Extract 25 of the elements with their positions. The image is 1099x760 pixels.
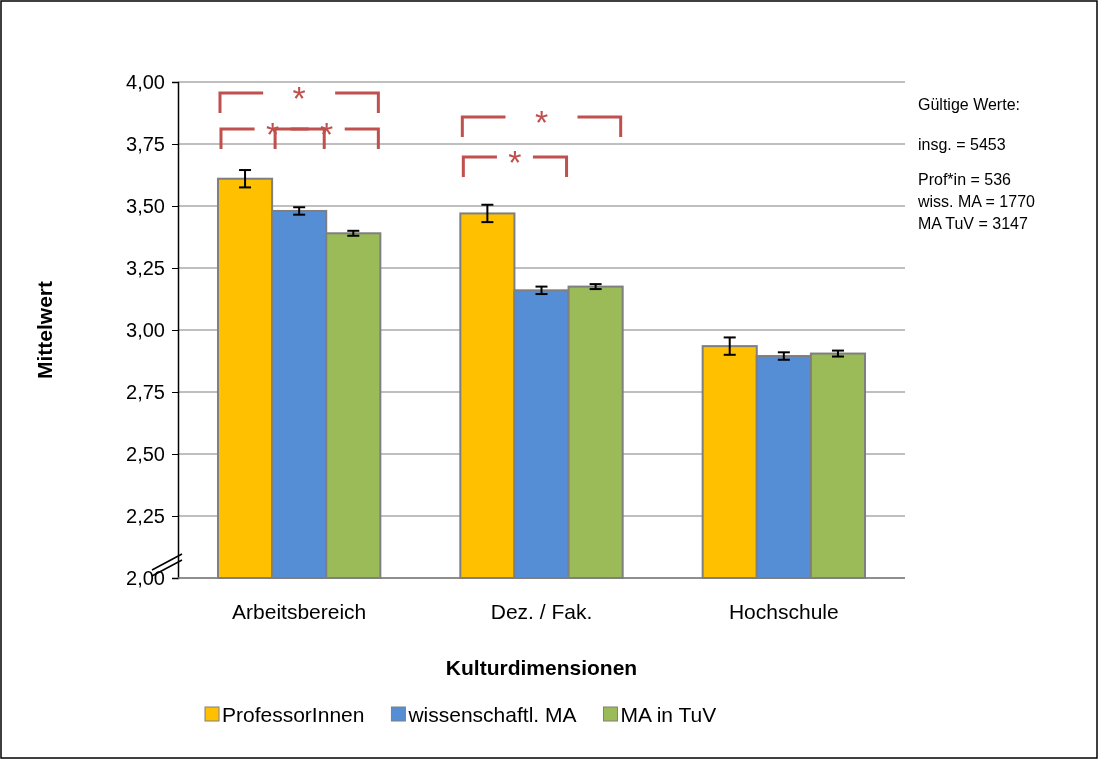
x-axis-title: Kulturdimensionen xyxy=(445,656,638,679)
y-axis-title: Mittelwert xyxy=(33,280,56,380)
annotation: * xyxy=(508,143,522,181)
y-tick-label: 3,00 xyxy=(126,318,165,341)
y-tick-label: 3,25 xyxy=(126,256,165,279)
y-tick-label: 2,75 xyxy=(126,380,165,403)
x-tick-label: Dez. / Fak. xyxy=(490,600,593,623)
y-tick-label: 4,00 xyxy=(126,70,165,93)
legend-label: wissenschaftl. MA xyxy=(407,703,577,726)
text: MA TuV = 3147 xyxy=(918,215,1028,232)
y-tick-label: 2,00 xyxy=(126,566,165,589)
text: wiss. MA = 1770 xyxy=(917,193,1036,210)
y-tick-label: 3,50 xyxy=(126,194,165,217)
text: Prof*in = 536 xyxy=(918,171,1012,188)
legend-label: MA in TuV xyxy=(620,703,717,726)
text: Gültige Werte: xyxy=(918,96,1020,113)
text: insg. = 5453 xyxy=(918,136,1006,153)
legend-label: ProfessorInnen xyxy=(222,703,365,726)
y-tick-label: 3,75 xyxy=(126,132,165,155)
x-tick-label: Hochschule xyxy=(728,600,839,623)
x-tick-label: Arbeitsbereich xyxy=(232,600,367,623)
y-tick-label: 2,50 xyxy=(126,442,165,465)
annotation: * xyxy=(534,103,549,141)
annotation: * xyxy=(292,79,306,117)
y-tick-label: 2,25 xyxy=(126,504,165,527)
